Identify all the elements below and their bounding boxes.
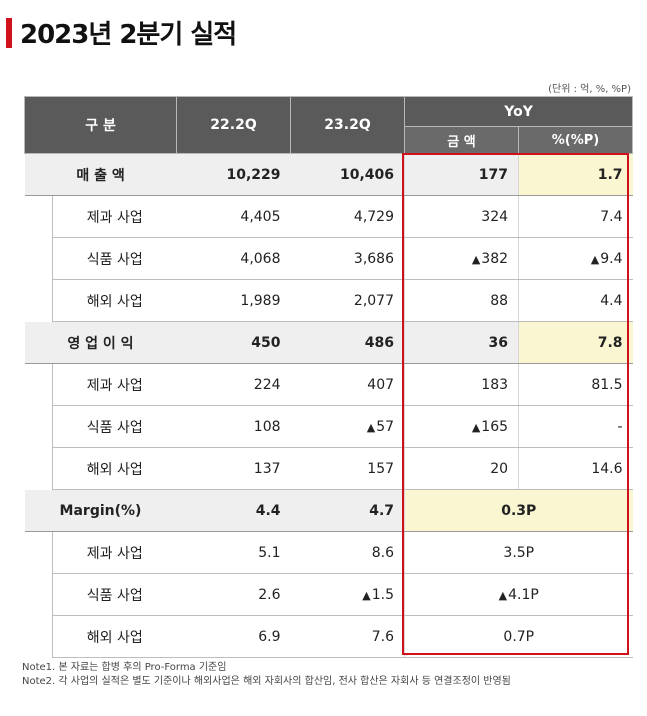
row-label: Margin(%)	[24, 489, 177, 532]
cell-pct: 81.5	[518, 363, 633, 406]
cell-pct: 14.6	[518, 447, 633, 490]
cell-yoy: 3.5P	[404, 531, 633, 574]
cell-prev: 4.4	[176, 489, 291, 532]
cell-pct: 4.4	[518, 279, 633, 322]
cell-amount: 88	[404, 279, 520, 322]
cell-pct: 1.7	[518, 153, 633, 196]
cell-curr: ▲57	[290, 405, 406, 448]
cell-pct: 7.8	[518, 321, 633, 364]
cell-curr: 4.7	[290, 489, 406, 532]
cell-prev: 224	[176, 363, 291, 406]
cell-yoy: 0.3P	[404, 489, 633, 532]
cell-amount: ▲382	[404, 237, 520, 280]
cell-prev: 5.1	[176, 531, 291, 574]
cell-prev: 137	[176, 447, 291, 490]
cell-pct: -	[518, 405, 633, 448]
row-label: 해외 사업	[51, 279, 177, 322]
row-label: 식품 사업	[51, 405, 177, 448]
indent-gap	[25, 532, 53, 658]
header-prev-quarter: 22.2Q	[176, 96, 292, 154]
cell-pct: 7.4	[518, 195, 633, 238]
table-row: 식품 사업 108 ▲57 ▲165 -	[25, 405, 633, 448]
note-1: Note1. 본 자료는 합병 후의 Pro-Forma 기준임	[22, 662, 227, 673]
cell-curr: ▲1.5	[290, 573, 406, 616]
cell-yoy: 0.7P	[404, 615, 633, 658]
cell-curr: 2,077	[290, 279, 406, 322]
table-row: 식품 사업 2.6 ▲1.5 ▲4.1P	[25, 573, 633, 616]
cell-prev: 10,229	[176, 153, 291, 196]
negative-marker-icon: ▲	[498, 588, 508, 602]
header-category: 구 분	[23, 96, 178, 154]
page-title: 2023년 2분기 실적	[20, 20, 237, 50]
cell-amount: 177	[404, 153, 520, 196]
table-row: 해외 사업 1,989 2,077 88 4.4	[25, 279, 633, 322]
row-label: 제과 사업	[51, 363, 177, 406]
cell-prev: 1,989	[176, 279, 291, 322]
cell-amount: 324	[404, 195, 520, 238]
row-label: 매 출 액	[24, 153, 177, 196]
negative-marker-icon: ▲	[471, 420, 481, 434]
indent-gap	[25, 196, 53, 322]
cell-amount: ▲165	[404, 405, 520, 448]
table-row: 제과 사업 5.1 8.6 3.5P	[25, 531, 633, 574]
table-row: 식품 사업 4,068 3,686 ▲382 ▲9.4	[25, 237, 633, 280]
row-label: 제과 사업	[51, 195, 177, 238]
negative-marker-icon: ▲	[366, 420, 376, 434]
indent-gap	[25, 364, 53, 490]
row-label: 식품 사업	[51, 573, 177, 616]
cell-prev: 108	[176, 405, 291, 448]
cell-prev: 4,068	[176, 237, 291, 280]
table-row: Margin(%) 4.4 4.7 0.3P	[24, 489, 633, 532]
cell-amount: 183	[404, 363, 520, 406]
row-label: 제과 사업	[51, 531, 177, 574]
unit-label: (단위 : 억, %, %P)	[548, 84, 631, 95]
cell-curr: 157	[290, 447, 406, 490]
cell-amount: 36	[404, 321, 520, 364]
cell-curr: 3,686	[290, 237, 406, 280]
performance-table: 구 분 22.2Q 23.2Q YoY 금 액 %(%P) 매 출 액 10,2…	[23, 96, 634, 658]
negative-marker-icon: ▲	[471, 252, 481, 266]
cell-amount: 20	[404, 447, 520, 490]
header-curr-quarter: 23.2Q	[290, 96, 406, 154]
cell-prev: 2.6	[176, 573, 291, 616]
table-row: 매 출 액 10,229 10,406 177 1.7	[24, 153, 633, 196]
negative-marker-icon: ▲	[590, 252, 600, 266]
title-accent-bar	[6, 18, 12, 48]
cell-curr: 407	[290, 363, 406, 406]
header-percent: %(%P)	[518, 126, 634, 154]
table-row: 해외 사업 137 157 20 14.6	[25, 447, 633, 490]
cell-yoy: ▲4.1P	[404, 573, 633, 616]
header-yoy: YoY	[404, 96, 634, 127]
table-row: 제과 사업 4,405 4,729 324 7.4	[25, 195, 633, 238]
cell-prev: 450	[176, 321, 291, 364]
cell-prev: 6.9	[176, 615, 291, 658]
negative-marker-icon: ▲	[362, 588, 371, 602]
table-row: 제과 사업 224 407 183 81.5	[25, 363, 633, 406]
cell-curr: 486	[290, 321, 406, 364]
row-label: 해외 사업	[51, 615, 177, 658]
cell-curr: 4,729	[290, 195, 406, 238]
row-label: 해외 사업	[51, 447, 177, 490]
table-row: 해외 사업 6.9 7.6 0.7P	[25, 615, 633, 658]
row-label: 식품 사업	[51, 237, 177, 280]
cell-curr: 7.6	[290, 615, 406, 658]
note-2: Note2. 각 사업의 실적은 별도 기준이나 해외사업은 해외 자회사의 합…	[22, 676, 511, 687]
cell-curr: 10,406	[290, 153, 406, 196]
cell-pct: ▲9.4	[518, 237, 633, 280]
cell-curr: 8.6	[290, 531, 406, 574]
row-label: 영 업 이 익	[24, 321, 177, 364]
table-row: 영 업 이 익 450 486 36 7.8	[24, 321, 633, 364]
header-amount: 금 액	[404, 126, 520, 154]
footnotes: Note1. 본 자료는 합병 후의 Pro-Forma 기준임 Note2. …	[22, 661, 511, 689]
cell-prev: 4,405	[176, 195, 291, 238]
